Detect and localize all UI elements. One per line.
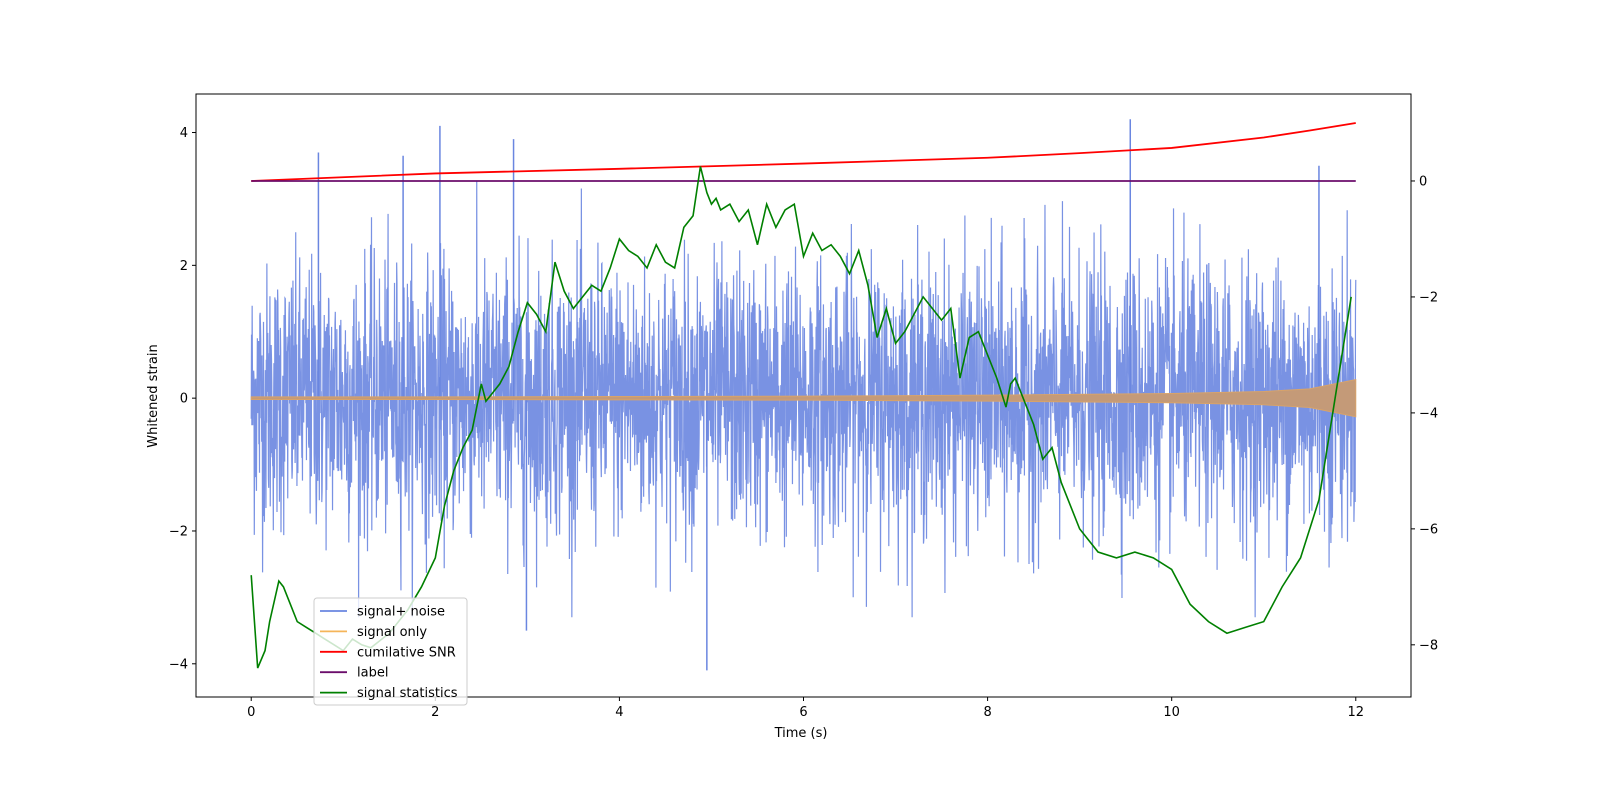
y-tick-label: 4 <box>180 126 188 141</box>
y2-tick-label: −6 <box>1419 522 1438 537</box>
y-tick-label: −4 <box>169 657 188 672</box>
series-signal-statistics <box>250 166 1352 669</box>
y2-tick-label: −2 <box>1419 290 1438 305</box>
legend-label: signal+ noise <box>357 605 445 620</box>
y2-tick-label: 0 <box>1419 174 1427 189</box>
y2-tick-label: −8 <box>1419 638 1438 653</box>
x-tick-label: 8 <box>983 705 991 720</box>
y2-tick-label: −4 <box>1419 406 1438 421</box>
legend-label: label <box>357 666 388 681</box>
x-tick-label: 12 <box>1347 705 1364 720</box>
legend: signal+ noise signal only cumilative SNR la… <box>313 597 468 706</box>
x-tick-label: 4 <box>615 705 623 720</box>
legend-label: signal statistics <box>357 686 458 701</box>
plot-area <box>250 119 1357 671</box>
y-tick-label: 2 <box>180 259 188 274</box>
y-tick-label: 0 <box>180 392 188 407</box>
x-tick-label: 6 <box>799 705 807 720</box>
series-signal-noise <box>250 180 1357 618</box>
series-signal-only <box>250 378 1357 418</box>
y-tick-label: −2 <box>169 524 188 539</box>
x-tick-label: 2 <box>431 705 439 720</box>
x-axis: 0 2 4 6 8 10 12 <box>247 697 1364 720</box>
legend-label: cumilative SNR <box>357 645 456 660</box>
y-axis-label: Whitened strain <box>146 344 161 447</box>
legend-label: signal only <box>357 625 427 640</box>
y2-axis: −8 −6 −4 −2 0 <box>1411 174 1438 653</box>
x-tick-label: 0 <box>247 705 255 720</box>
y-axis: −4 −2 0 2 4 <box>169 126 196 672</box>
x-axis-label: Time (s) <box>774 726 828 741</box>
x-tick-label: 10 <box>1163 705 1180 720</box>
legend-box <box>313 597 468 706</box>
series-cumilative-snr <box>251 122 1356 182</box>
